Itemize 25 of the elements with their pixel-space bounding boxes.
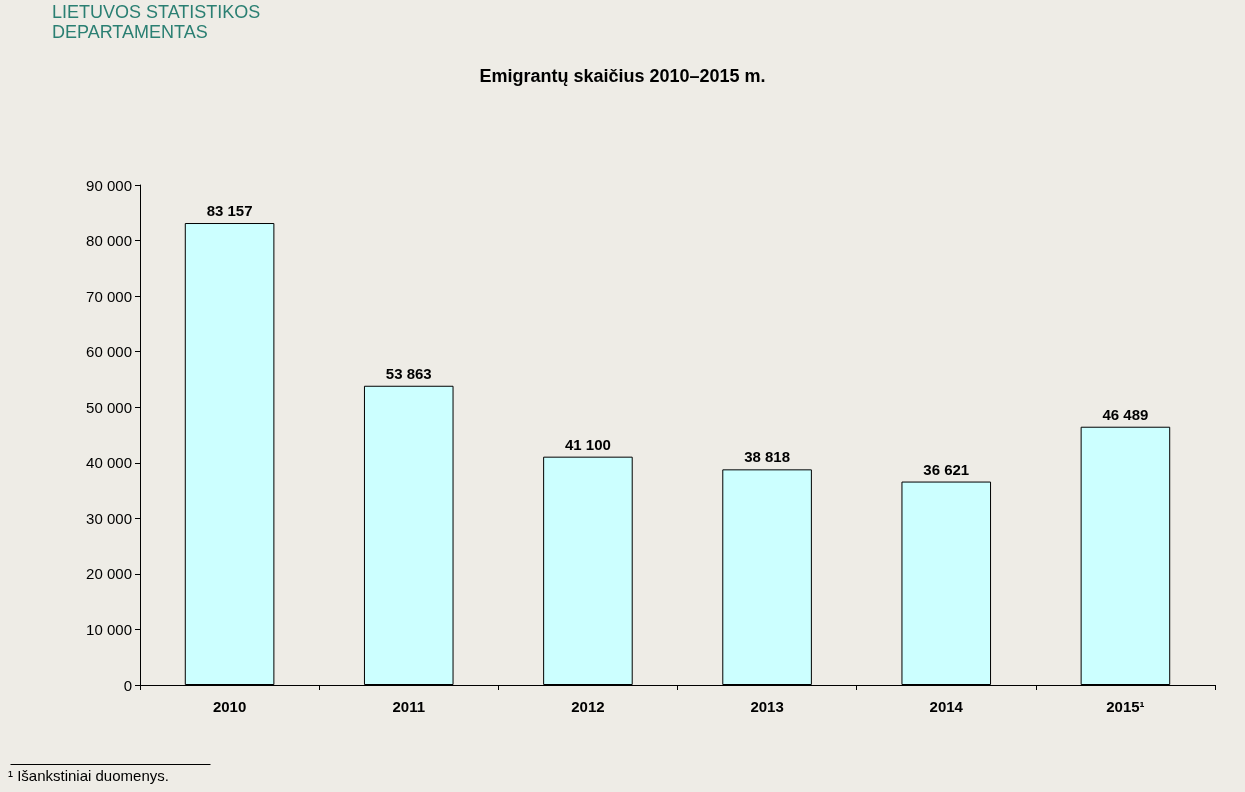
data-label: 41 100 [564,435,611,453]
data-label: 46 489 [1102,405,1149,423]
y-tick-label: 20 000 [86,565,132,583]
data-label: 38 818 [744,448,791,466]
y-tick-label: 40 000 [86,454,132,472]
y-tick-label: 10 000 [86,620,132,638]
y-tick-label: 70 000 [86,287,132,305]
text: LIETUVOS STATISTIKOS DEPARTAMENTAS [52,2,261,42]
x-tick-label: 2014 [929,698,964,715]
data-label: 83 157 [206,202,253,220]
text: ¹ Išankstiniai duomenys. [8,767,169,784]
x-tick-label: 2013 [750,698,784,715]
y-tick-label: 60 000 [86,343,132,361]
y-tick-label: 0 [123,676,132,694]
x-tick-label: 2012 [571,698,605,715]
data-label: 36 621 [923,460,970,478]
y-tick-label: 90 000 [86,176,132,194]
x-tick-label: 2010 [212,698,247,715]
x-tick-label: 2011 [392,698,426,715]
y-tick-label: 50 000 [86,398,132,416]
y-tick-label: 80 000 [86,232,132,250]
x-tick-label: 2015¹ [1106,698,1145,715]
chart-title: Emigrantų skaičius 2010–2015 m. [479,66,766,86]
data-label: 53 863 [385,364,432,382]
y-tick-label: 30 000 [86,509,132,527]
